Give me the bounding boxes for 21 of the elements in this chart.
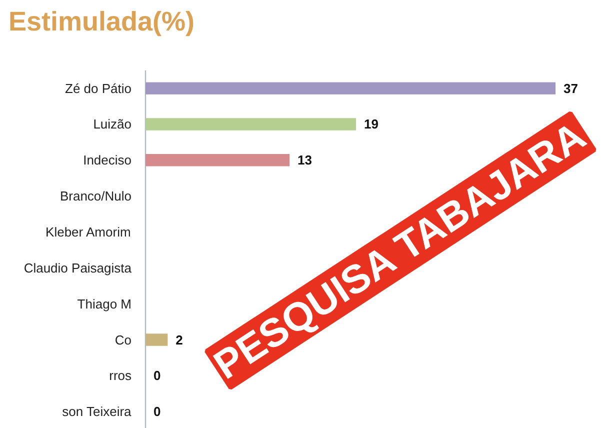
y-tick-label: Indeciso [83,152,132,168]
y-tick-label: Claudio Paisagista [24,260,132,276]
data-label: 0 [154,404,161,420]
y-tick-label: Zé do Pátio [65,80,132,96]
y-tick-label: Branco/Nulo [60,188,132,204]
y-tick-label: Luizão [93,116,132,132]
data-label: 0 [154,368,161,384]
y-tick-label: Thiago M [77,296,132,312]
y-tick-label: son Teixeira [62,404,132,420]
data-label: 13 [298,152,312,168]
data-label: 37 [564,80,578,96]
bar [146,154,290,166]
y-tick-label: rros [109,368,132,384]
bar [146,118,356,130]
data-label: 2 [176,332,183,348]
bar [146,82,556,94]
y-tick-label: Co [114,332,132,348]
data-label: 19 [364,116,379,132]
bar [146,334,168,346]
chart-title: Estimulada(%) [8,6,195,36]
y-tick-label: Kleber Amorim [46,224,131,240]
